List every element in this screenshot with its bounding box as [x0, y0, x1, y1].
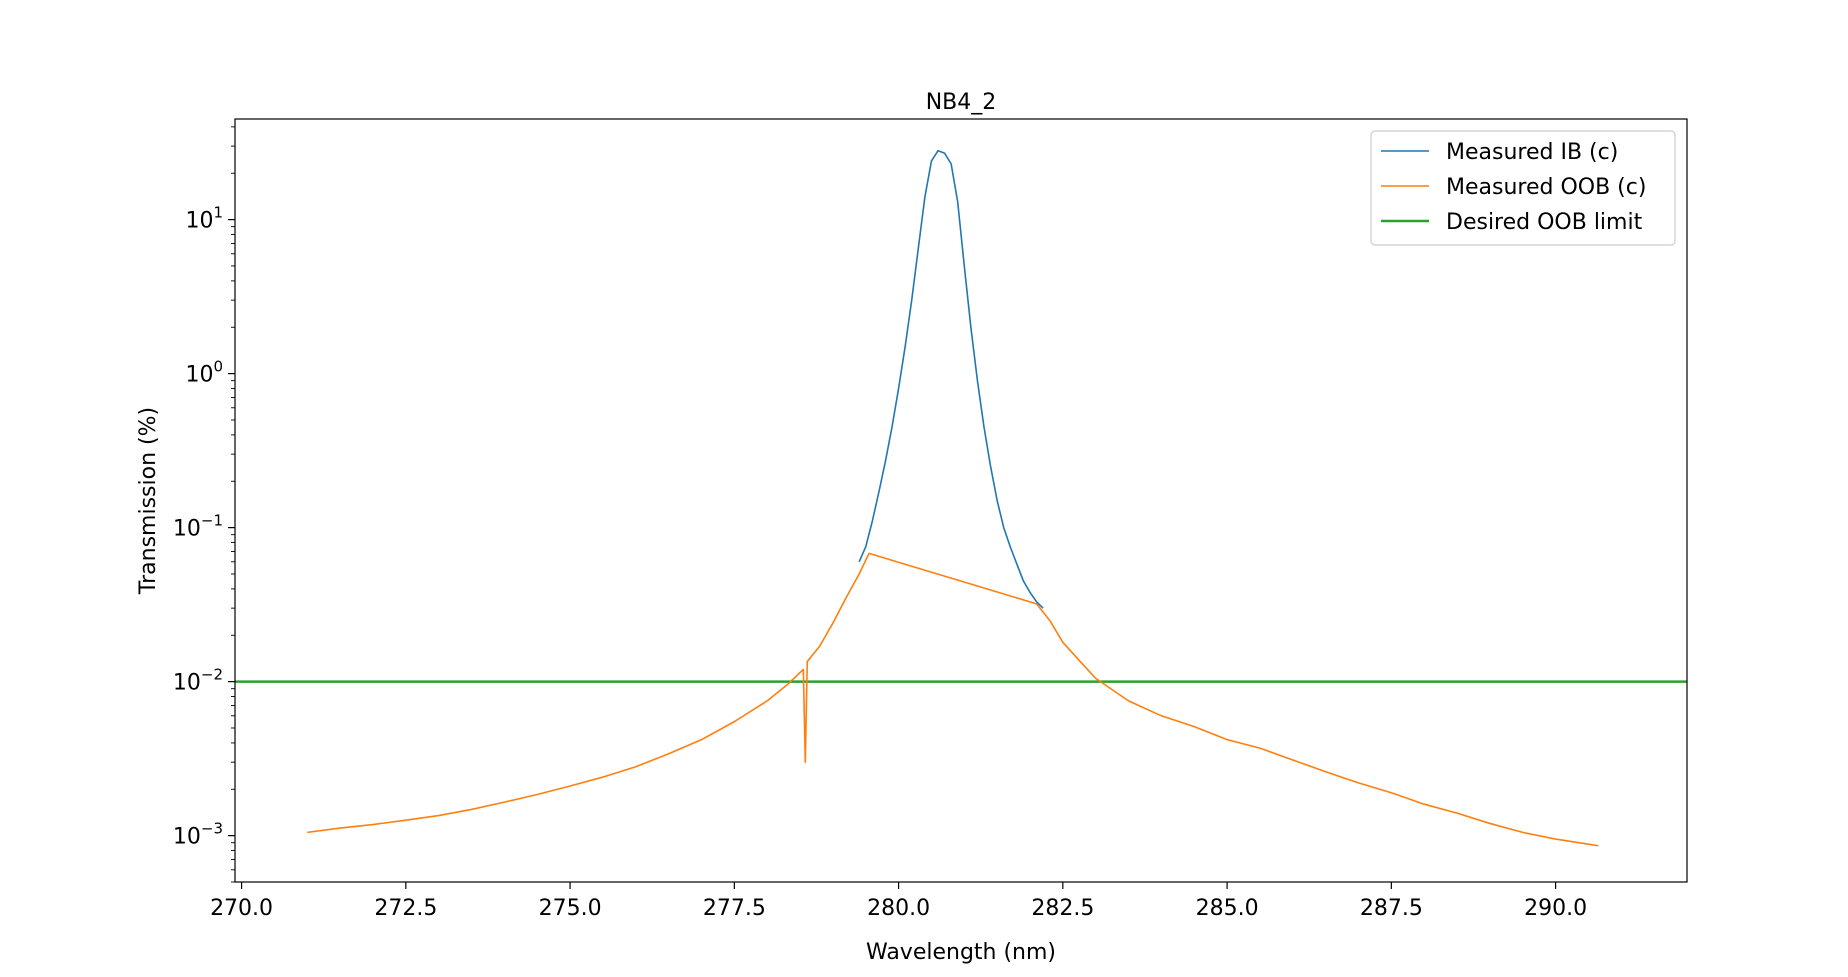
x-tick-label: 275.0 [539, 896, 602, 921]
x-tick-label: 270.0 [210, 896, 273, 921]
x-tick-label: 282.5 [1031, 896, 1094, 921]
x-tick-label: 285.0 [1196, 896, 1259, 921]
chart-title: NB4_2 [926, 90, 997, 115]
x-tick-label: 272.5 [374, 896, 437, 921]
y-tick-label: 100 [185, 358, 223, 388]
x-tick-label: 290.0 [1524, 896, 1587, 921]
legend-box [1370, 130, 1676, 246]
x-tick-label: 277.5 [703, 896, 766, 921]
y-tick-label: 101 [185, 204, 223, 234]
x-axis-label: Wavelength (nm) [866, 940, 1056, 965]
series-line-0 [858, 149, 1044, 609]
x-tick-label: 280.0 [867, 896, 930, 921]
plot-frame [234, 118, 1688, 883]
legend: Measured IB (c) Measured OOB (c) Desired O… [1370, 130, 1676, 246]
x-axis: 270.0 272.5 275.0 277.5 280.0 282.5 285.0 287.5… [210, 882, 1587, 921]
legend-label: Desired OOB limit [1446, 210, 1643, 235]
legend-label: Measured OOB (c) [1446, 175, 1646, 200]
y-axis-label: Transmission (%) [136, 407, 161, 595]
y-tick-label: 10−1 [173, 512, 223, 542]
y-tick-label: 10−3 [173, 820, 223, 850]
legend-label: Measured IB (c) [1446, 140, 1618, 165]
series-line-1 [307, 552, 1599, 847]
x-tick-label: 287.5 [1360, 896, 1423, 921]
series-layer [235, 149, 1687, 847]
y-tick-label: 10−2 [173, 666, 223, 696]
y-axis: 101 100 10−1 10−2 10−3 [173, 126, 235, 883]
